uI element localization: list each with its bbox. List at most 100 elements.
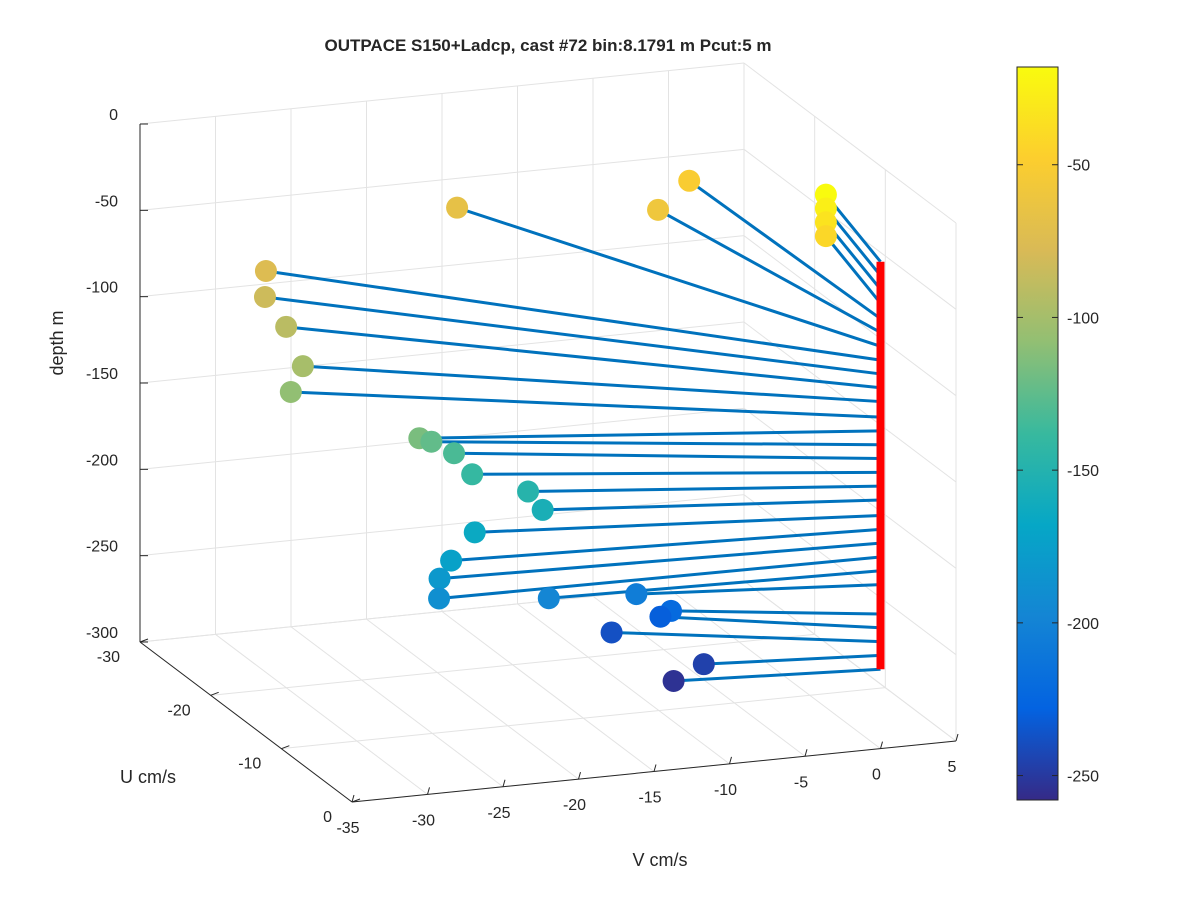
grid-line [517, 603, 730, 765]
y-axis-line [139, 641, 353, 803]
profile-line [824, 235, 882, 305]
data-point [647, 198, 670, 221]
x-tick-label: -35 [336, 820, 359, 837]
data-point [692, 653, 715, 676]
profile-line [636, 583, 881, 596]
grid-line [366, 618, 579, 780]
chart-title: OUTPACE S150+Ladcp, cast #72 bin:8.1791 … [324, 36, 771, 55]
z-tick-label: -150 [86, 366, 118, 383]
profile-line [611, 630, 881, 644]
profile-line [542, 498, 881, 512]
profile-line [548, 569, 881, 600]
grid-line [139, 62, 745, 125]
z-tick-label: -50 [95, 193, 118, 210]
x-tick-mark [804, 749, 808, 757]
data-point [420, 430, 443, 453]
z-tick-label: -300 [86, 625, 118, 642]
data-point [662, 670, 685, 693]
z-tick-label: -250 [86, 539, 118, 556]
profile-line [286, 325, 881, 390]
data-point [463, 521, 486, 544]
colorbar-gradient [1016, 66, 1059, 801]
data-point [428, 587, 451, 610]
colorbar-ticks: -50 -100 -150 -200 -250 [1017, 158, 1099, 786]
grid-line [281, 687, 886, 750]
x-tick-mark [578, 771, 581, 780]
colorbar-tick-label: -50 [1067, 158, 1090, 175]
colorbar-tick-label: -250 [1067, 769, 1099, 786]
x-tick-mark [427, 787, 430, 795]
grid-line [139, 321, 745, 384]
z-tick-label: -100 [86, 280, 118, 297]
profile-line [474, 514, 881, 534]
profile-line [671, 609, 881, 616]
data-point [440, 549, 463, 572]
data-points [253, 169, 837, 693]
profile-line [528, 484, 881, 494]
colorbar-tick-label: -100 [1067, 310, 1099, 327]
x-tick-label: -5 [794, 774, 808, 791]
data-point [537, 587, 560, 610]
z-tick-label: 0 [109, 107, 118, 124]
x-tick-label: -15 [638, 790, 661, 807]
profile-line [673, 667, 881, 683]
grid-line [139, 235, 745, 298]
profile-lines [264, 179, 882, 683]
x-tick-label: 5 [948, 759, 957, 776]
profile-line [453, 451, 881, 461]
z-tick-label: -200 [86, 452, 118, 469]
data-point [649, 605, 672, 628]
grid-line [290, 626, 504, 788]
profile-line [438, 555, 881, 601]
profile-line [264, 295, 881, 376]
profile-line [657, 208, 882, 334]
x-axis-label: V cm/s [632, 850, 687, 870]
grid-line [743, 407, 957, 569]
data-point [625, 583, 648, 606]
grid-line [139, 148, 745, 211]
x-tick-mark [729, 756, 732, 765]
grid-line [592, 595, 806, 757]
y-tick-label: -10 [238, 756, 261, 773]
grid-line [668, 588, 881, 750]
profile-line [302, 364, 881, 404]
data-point [531, 498, 554, 521]
data-point [275, 315, 298, 338]
x-tick-label: -10 [714, 782, 737, 799]
y-axis-label: U cm/s [120, 767, 176, 787]
grid-line [139, 494, 745, 557]
y-tick-mark [351, 798, 361, 803]
x-tick-mark [955, 733, 959, 742]
profile-line [660, 615, 881, 630]
x-tick-mark [502, 779, 506, 787]
profile-line [439, 541, 881, 581]
y-tick-mark [210, 691, 219, 696]
profile-line [456, 206, 881, 348]
x-tick-mark [880, 741, 883, 749]
x-tick-label: -30 [412, 812, 435, 829]
data-point [253, 286, 276, 309]
data-point [461, 463, 484, 486]
profile-line [472, 470, 881, 476]
profile-line [265, 269, 881, 362]
data-point [678, 169, 701, 192]
x-tick-label: -25 [487, 805, 510, 822]
profile-line [419, 429, 881, 440]
grid-line [210, 633, 815, 696]
profile-line [703, 653, 881, 666]
grid-line [743, 321, 957, 483]
data-point [517, 480, 540, 503]
axis-ticks: -35 -30 -25 -20 -15 -10 -5 0 5-30-20-1000-50-100… [86, 107, 959, 837]
grid-line [441, 611, 655, 772]
x-tick-mark [351, 794, 355, 803]
y-tick-label: 0 [323, 809, 332, 826]
grid-line [215, 633, 428, 795]
data-point [254, 260, 277, 283]
data-point [443, 442, 466, 465]
profile-line [451, 527, 881, 563]
x-tick-label: 0 [872, 767, 881, 784]
data-point [600, 621, 623, 644]
colorbar-tick-label: -200 [1067, 616, 1099, 633]
y-tick-label: -20 [168, 702, 191, 719]
